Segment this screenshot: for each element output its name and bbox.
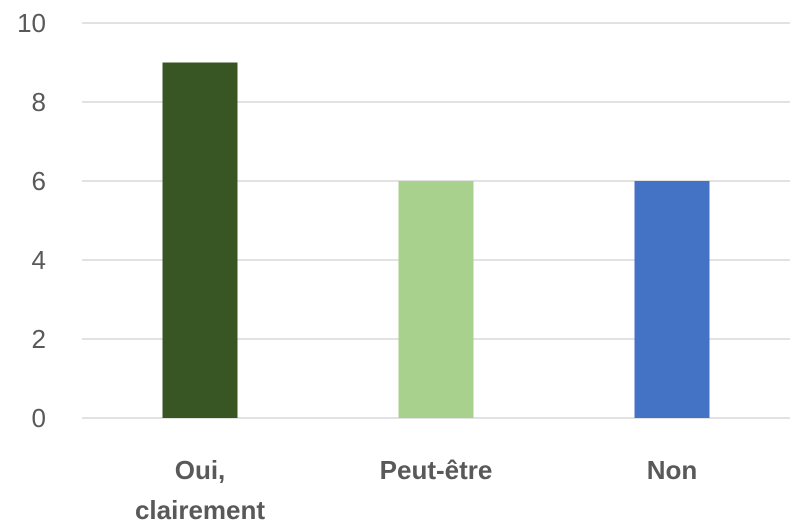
- bar: [162, 62, 238, 418]
- x-tick-label: Non: [646, 455, 698, 485]
- x-tick-label: Oui, clairement: [134, 455, 266, 525]
- bar: [634, 181, 710, 418]
- y-tick-label: 4: [32, 245, 46, 275]
- y-tick-label: 6: [32, 166, 46, 196]
- y-tick-label: 8: [32, 87, 46, 117]
- bar: [398, 181, 474, 418]
- y-tick-label: 2: [32, 324, 46, 354]
- y-tick-label: 10: [17, 8, 46, 38]
- x-tick-label: Peut-être: [379, 455, 493, 485]
- y-tick-label: 0: [32, 403, 46, 433]
